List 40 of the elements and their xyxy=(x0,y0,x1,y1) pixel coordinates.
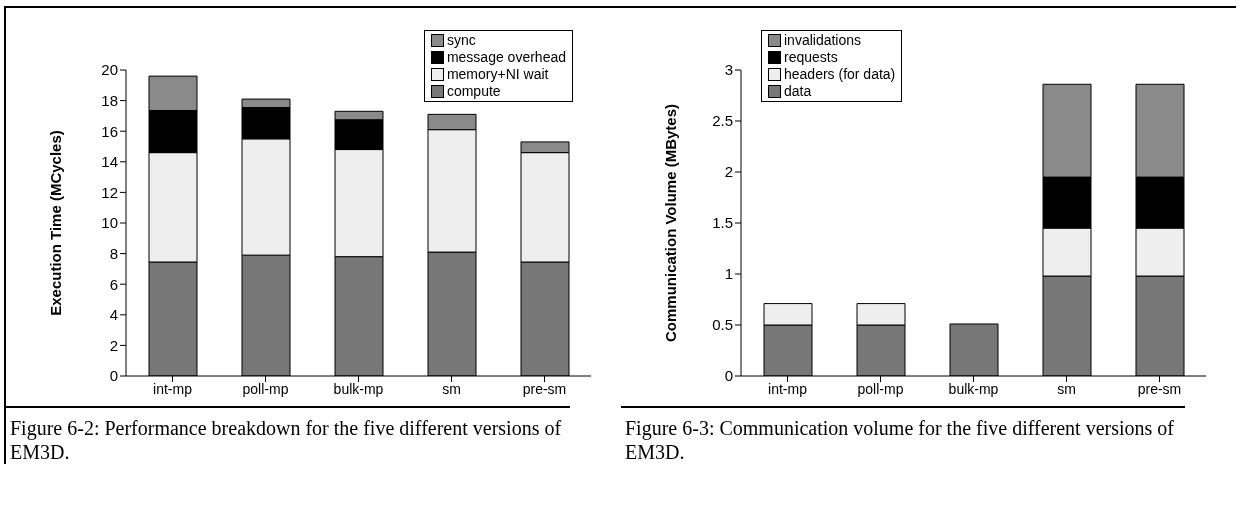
y-tick-label: 4 xyxy=(109,306,118,324)
legend-label: memory+NI wait xyxy=(446,66,549,83)
y-tick-label: 3 xyxy=(724,61,733,79)
x-tick-label: bulk-mp xyxy=(333,380,384,397)
y-tick-label: 8 xyxy=(109,244,118,262)
legend-label: sync xyxy=(446,32,476,49)
x-tick-label: pre-sm xyxy=(1137,380,1182,397)
y-tick-label: 20 xyxy=(101,61,118,79)
x-tick-label: sm xyxy=(1057,380,1076,397)
caption: Figure 6-2: Performance breakdown for the five different versions of EM3D. xyxy=(10,416,563,464)
y-axis-title: Communication Volume (MBytes) xyxy=(662,103,680,343)
x-tick-label: pre-sm xyxy=(522,380,567,397)
y-tick-label: 18 xyxy=(101,91,118,109)
legend-label: message overhead xyxy=(446,49,566,66)
y-tick-label: 12 xyxy=(101,183,118,201)
x-tick-label: bulk-mp xyxy=(948,380,999,397)
y-tick-label: 0.5 xyxy=(712,316,733,334)
legend-label: compute xyxy=(446,83,501,100)
y-tick-label: 6 xyxy=(109,275,118,293)
legend-label: invalidations xyxy=(784,32,862,49)
y-tick-label: 14 xyxy=(101,153,118,171)
x-tick-label: poll-mp xyxy=(242,380,289,397)
y-tick-label: 16 xyxy=(101,122,118,140)
legend-label: data xyxy=(784,83,812,100)
y-axis-title: Execution Time (MCycles) xyxy=(47,130,65,316)
y-tick-label: 2 xyxy=(109,336,118,354)
y-tick-label: 1.5 xyxy=(712,214,733,232)
x-tick-label: int-mp xyxy=(153,380,193,397)
caption: Figure 6-3: Communication volume for the five different versions of EM3D. xyxy=(625,416,1175,464)
y-tick-label: 2.5 xyxy=(712,112,733,130)
legend-label: requests xyxy=(784,49,838,66)
x-tick-label: int-mp xyxy=(768,380,808,397)
x-tick-label: sm xyxy=(442,380,461,397)
y-tick-label: 10 xyxy=(101,214,118,232)
y-tick-label: 2 xyxy=(724,163,733,181)
y-tick-label: 0 xyxy=(724,367,733,385)
legend-label: headers (for data) xyxy=(784,66,896,83)
x-tick-label: poll-mp xyxy=(857,380,904,397)
y-tick-label: 0 xyxy=(109,367,118,385)
y-tick-label: 1 xyxy=(724,265,733,283)
